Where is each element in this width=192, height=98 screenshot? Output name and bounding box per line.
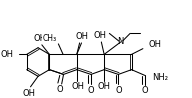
Text: CH₃: CH₃ — [42, 34, 56, 43]
Text: N: N — [118, 37, 124, 46]
Text: OH: OH — [22, 89, 35, 98]
Text: O: O — [115, 86, 122, 95]
Text: OH: OH — [71, 82, 84, 91]
Text: NH₂: NH₂ — [152, 73, 168, 82]
Text: OH: OH — [149, 40, 161, 49]
Text: OH: OH — [1, 50, 13, 59]
Text: O: O — [88, 86, 94, 95]
Text: OH: OH — [33, 34, 46, 43]
Text: OH: OH — [76, 32, 89, 41]
Text: OH: OH — [94, 31, 107, 40]
Text: OH: OH — [98, 82, 111, 91]
Text: O: O — [142, 86, 148, 95]
Text: O: O — [56, 85, 63, 94]
